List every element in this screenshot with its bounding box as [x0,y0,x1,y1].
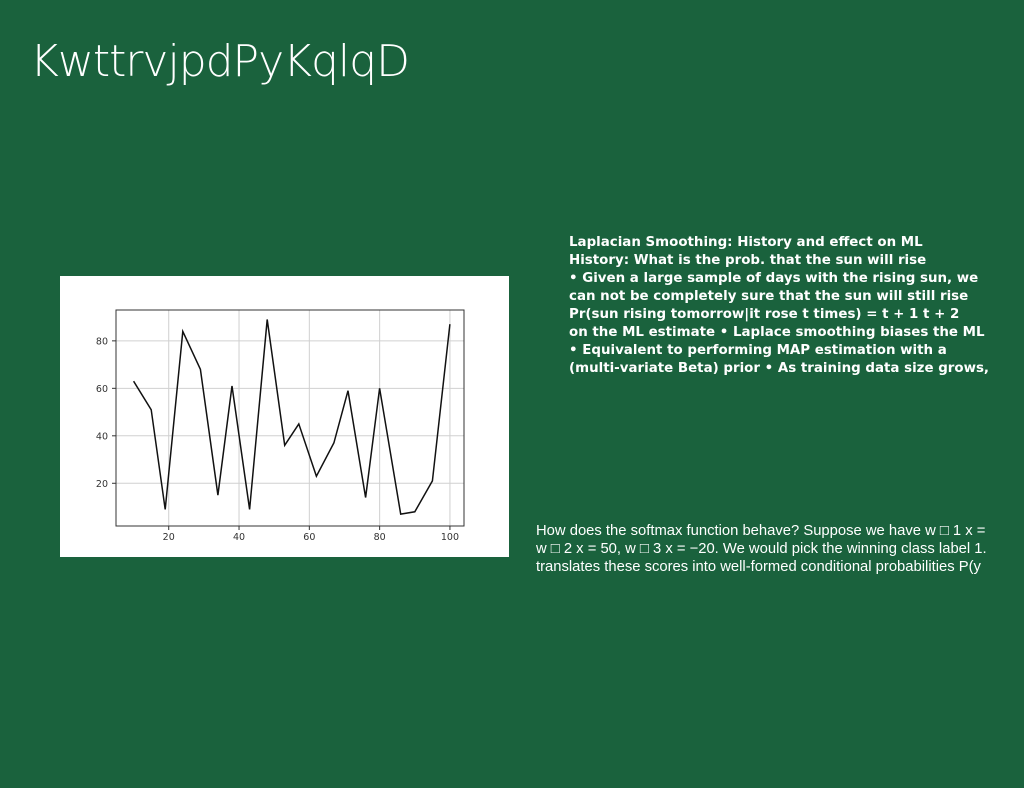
text-line: Pr(sun rising tomorrow|it rose t times) … [569,307,960,322]
line-chart: 20 40 60 80 100 20 40 60 80 [60,276,509,557]
slide-title: KwttrvjpdPyKqlqD [30,36,410,87]
chart-grid [116,310,464,526]
x-tick-label: 40 [233,532,245,543]
text-line: Laplacian Smoothing: History and effect … [569,235,923,250]
text-line: (multi-variate Beta) prior • As training… [569,361,990,376]
laplacian-smoothing-text: Laplacian Smoothing: History and effect … [569,234,1024,378]
softmax-text: How does the softmax function behave? Su… [536,522,1024,576]
chart-svg: 20 40 60 80 100 20 40 60 80 [96,309,465,543]
series-line [132,319,451,515]
text-line: • Given a large sample of days with the … [569,271,979,286]
y-tick-label: 60 [96,384,108,395]
text-line: w □ 2 x = 50, w □ 3 x = −20. We would pi… [536,541,987,557]
text-line: • Equivalent to performing MAP estimatio… [569,343,947,358]
y-tick-label: 40 [96,431,108,442]
x-tick-label: 100 [441,532,459,543]
text-line: can not be completely sure that the sun … [569,289,969,304]
text-line: History: What is the prob. that the sun … [569,253,927,268]
text-line: on the ML estimate • Laplace smoothing b… [569,325,985,340]
plot-area [115,309,465,527]
y-tick-label: 20 [96,479,108,490]
text-line: How does the softmax function behave? Su… [536,523,986,539]
x-tick-label: 60 [303,532,315,543]
x-tick-label: 80 [374,532,386,543]
text-line: translates these scores into well-formed… [536,559,981,575]
chart-ticks: 20 40 60 80 100 20 40 60 80 [96,336,459,543]
x-tick-label: 20 [163,532,175,543]
y-tick-label: 80 [96,336,108,347]
